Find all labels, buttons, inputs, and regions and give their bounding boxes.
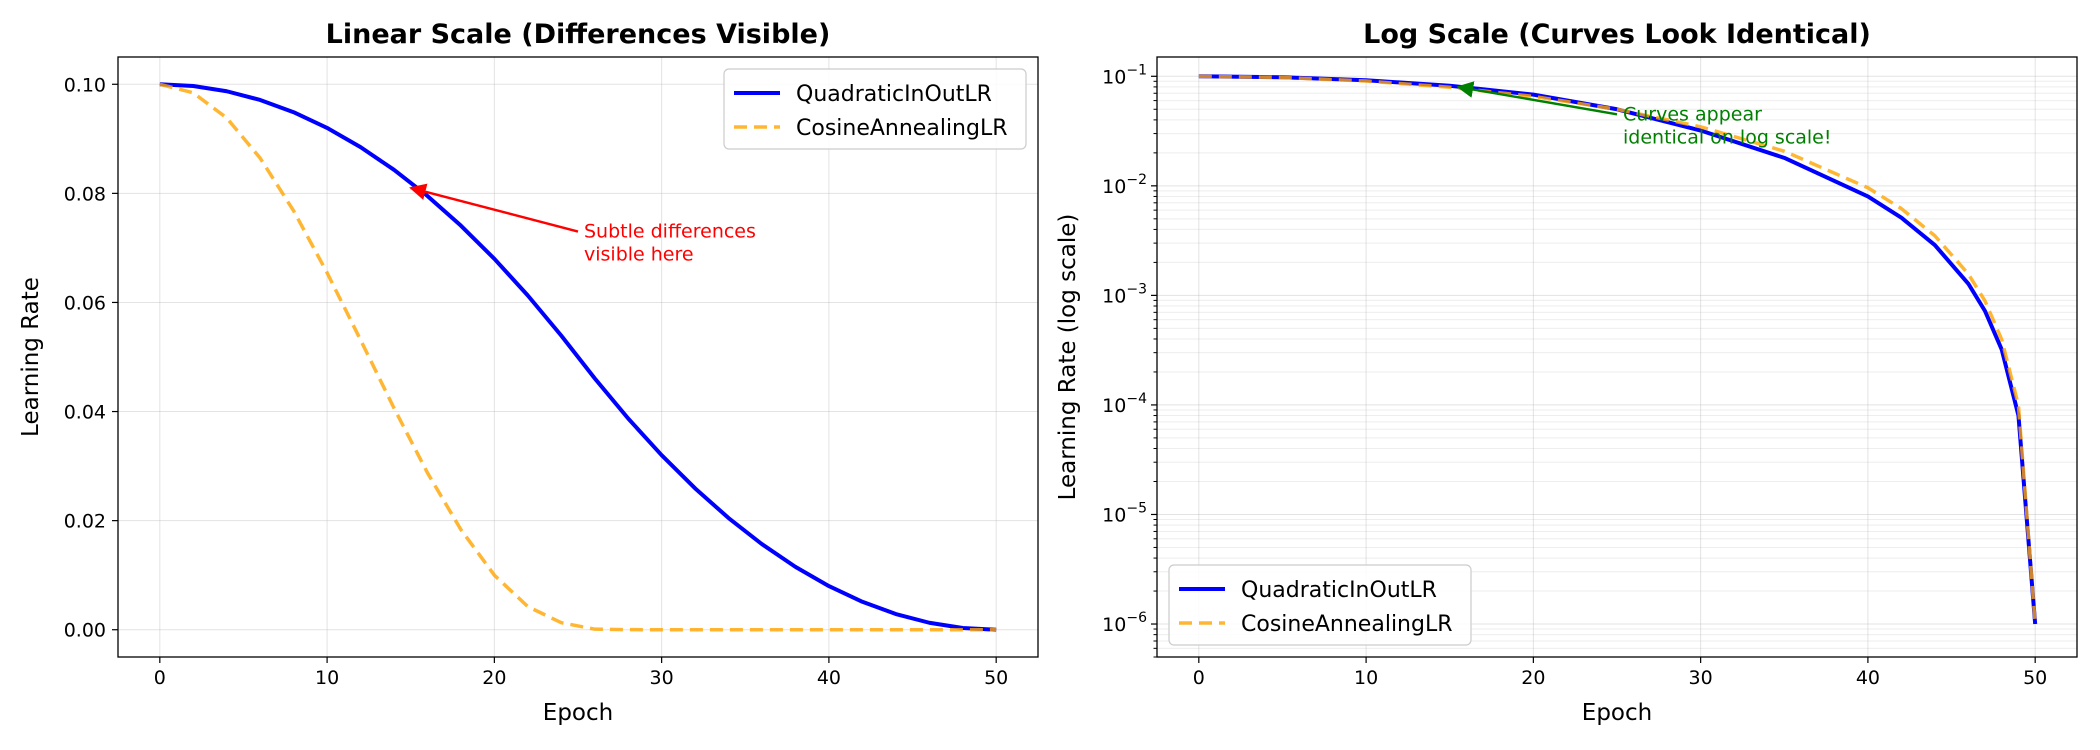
legend-label: CosineAnnealingLR xyxy=(796,116,1008,141)
legend: QuadraticInOutLR CosineAnnealingLR xyxy=(1168,564,1472,646)
annotation-text: Curves appear xyxy=(1623,103,1762,125)
linear-chart: 0 10 20 30 40 50 0.00 0.02 0.04 0.06 0.08 0.10 Linea… xyxy=(18,19,1039,726)
series-line-cosineannealinglr xyxy=(159,82,997,632)
chart-title: Linear Scale (Differences Visible) xyxy=(326,19,831,50)
series-line-cosineannealinglr xyxy=(1198,74,2037,625)
y-tick-label: 0.02 xyxy=(64,511,106,533)
x-axis-label: Epoch xyxy=(1582,700,1652,726)
legend-box xyxy=(723,68,1027,150)
y-tick-label: 0.08 xyxy=(64,183,106,205)
y-tick-label: 10−4 xyxy=(1102,391,1147,417)
grid xyxy=(118,57,1038,657)
y-axis-label: Learning Rate xyxy=(18,277,44,437)
x-tick-label: 0 xyxy=(154,667,166,689)
x-tick-label: 10 xyxy=(315,667,339,689)
annotation-text: visible here xyxy=(584,244,694,266)
y-tick-label: 10−2 xyxy=(1102,172,1147,198)
axes-frame xyxy=(1156,56,2078,658)
legend: QuadraticInOutLR CosineAnnealingLR xyxy=(723,68,1027,150)
axes-frame xyxy=(117,56,1039,658)
x-tick-label: 30 xyxy=(650,667,674,689)
annotation-arrow xyxy=(409,183,579,233)
series-line-quadraticinoutlr xyxy=(159,82,997,632)
y-axis-label: Learning Rate (log scale) xyxy=(1055,214,1081,501)
x-tick-label: 0 xyxy=(1193,667,1205,689)
x-tick-label: 50 xyxy=(984,667,1008,689)
x-tick-label: 40 xyxy=(1856,667,1880,689)
x-tick-label: 30 xyxy=(1689,667,1713,689)
series-line-quadraticinoutlr xyxy=(1198,74,2038,625)
x-tick-label: 50 xyxy=(2023,667,2047,689)
legend-box xyxy=(1168,564,1472,646)
annotation-text: identical on log scale! xyxy=(1623,126,1832,148)
legend-label: CosineAnnealingLR xyxy=(1241,612,1453,637)
y-tick-label: 0.06 xyxy=(64,292,106,314)
legend-label: QuadraticInOutLR xyxy=(796,82,992,107)
y-tick-label: 10−1 xyxy=(1102,62,1147,88)
y-tick-label: 0.00 xyxy=(64,620,106,642)
y-tick-label: 10−5 xyxy=(1102,500,1147,526)
annotation-arrow xyxy=(1456,81,1618,116)
chart-title: Log Scale (Curves Look Identical) xyxy=(1363,19,1871,50)
y-tick-label: 0.10 xyxy=(64,74,106,96)
annotation-text: Subtle differences xyxy=(584,221,756,243)
y-tick-label: 10−6 xyxy=(1102,610,1147,636)
legend-label: QuadraticInOutLR xyxy=(1241,578,1437,603)
y-tick-label: 10−3 xyxy=(1102,281,1147,307)
x-tick-label: 10 xyxy=(1354,667,1378,689)
x-tick-label: 20 xyxy=(1521,667,1545,689)
x-axis-label: Epoch xyxy=(543,700,613,726)
y-tick-label: 0.04 xyxy=(64,402,106,424)
x-tick-label: 20 xyxy=(482,667,506,689)
log-chart: 0 10 20 30 40 50 10−1 10−2 10−3 10−4 10−5 10−6 Log S… xyxy=(1055,19,2078,726)
x-tick-label: 40 xyxy=(817,667,841,689)
